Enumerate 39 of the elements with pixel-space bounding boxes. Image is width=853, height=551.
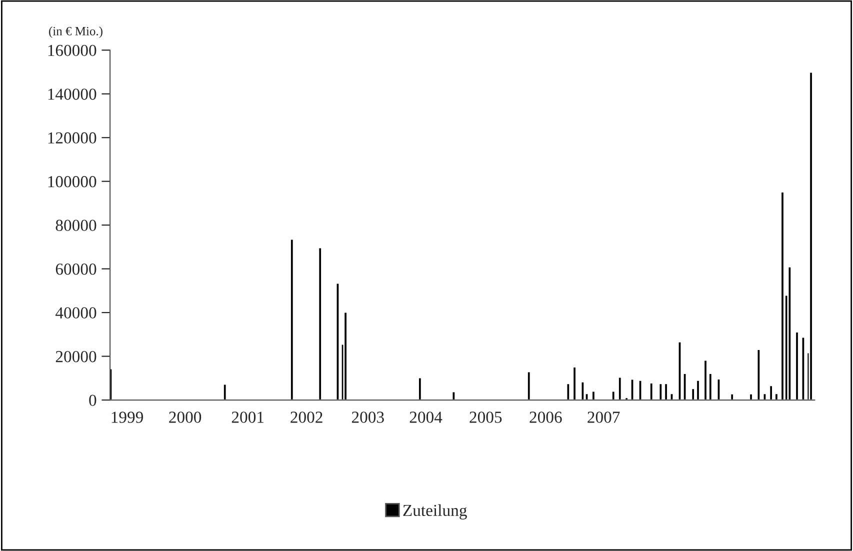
x-tick-label: 2007 — [588, 412, 620, 423]
y-tick-label: 20000 — [56, 350, 96, 362]
bar — [580, 380, 586, 400]
y-tick-label: 60000 — [56, 264, 96, 275]
y-tick-label: 140000 — [48, 88, 96, 100]
y-tick-label: 100000 — [48, 176, 96, 188]
x-tick-label: 2003 — [352, 412, 384, 423]
bar — [787, 266, 792, 400]
bar — [418, 376, 422, 400]
bar — [591, 390, 596, 400]
bar — [290, 238, 294, 400]
y-tick-label: 0 — [89, 394, 96, 406]
x-tick-label: 1999 — [112, 412, 143, 423]
bar — [730, 392, 734, 400]
bar — [638, 379, 643, 400]
bar — [611, 390, 616, 400]
x-tick-label: 2004 — [410, 412, 442, 423]
x-tick-label: 2000 — [169, 412, 202, 423]
bar — [618, 376, 622, 400]
y-tick-label: 80000 — [56, 220, 96, 232]
bar — [335, 282, 340, 400]
legend-label: Zuteilung — [403, 504, 467, 520]
bar — [222, 383, 228, 400]
bar — [716, 378, 722, 400]
bar — [526, 370, 532, 400]
bar — [451, 390, 456, 400]
bar — [808, 71, 814, 400]
y-tick-label: 120000 — [48, 132, 96, 144]
bar — [343, 311, 348, 400]
bar — [649, 382, 654, 400]
x-tick-label: 2001 — [232, 412, 264, 423]
bar — [318, 246, 322, 400]
x-tick-label: 2006 — [530, 412, 562, 423]
x-tick-label: 2005 — [470, 412, 502, 423]
bar — [748, 392, 754, 400]
y-tick-label: 40000 — [56, 307, 96, 318]
y-axis-title: (in € Mio.) — [49, 26, 102, 38]
x-tick-label: 2002 — [290, 412, 322, 423]
y-tick-label: 160000 — [48, 44, 96, 56]
